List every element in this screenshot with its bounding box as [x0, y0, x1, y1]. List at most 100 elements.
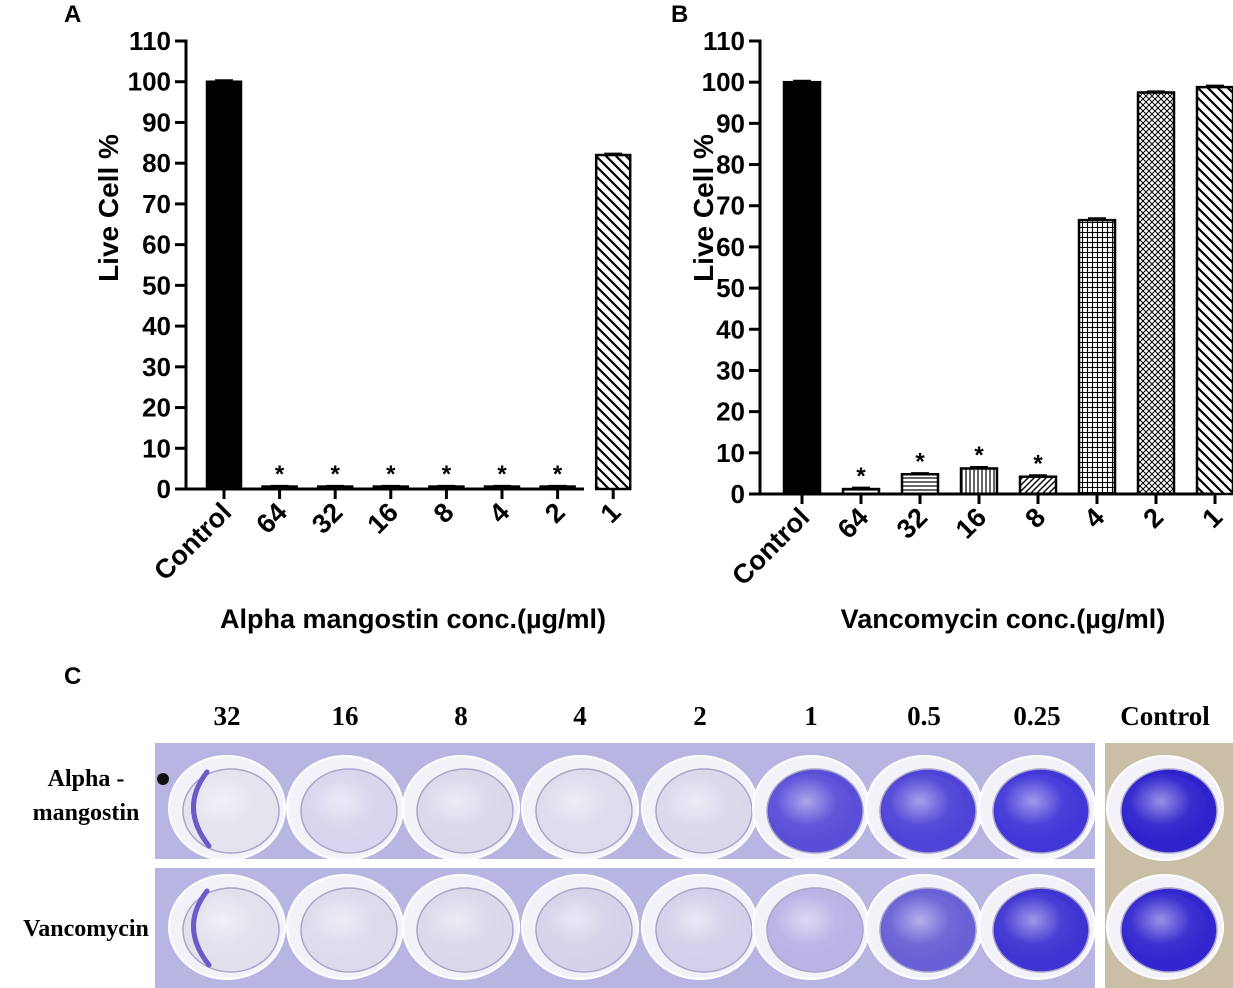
x-tick-label: 4	[483, 497, 515, 529]
concentration-label: 4	[573, 701, 587, 731]
x-tick-label: 8	[1019, 502, 1051, 534]
significance-marker: *	[856, 463, 866, 490]
panel-a-ylabel: Live Cell %	[93, 134, 124, 282]
plate-well	[168, 874, 286, 980]
x-tick-label: 2	[1137, 502, 1169, 534]
panel-b-xlabel: Vancomycin conc.(µg/ml)	[841, 604, 1166, 634]
plate-well	[641, 874, 759, 980]
concentration-label: 1	[804, 701, 818, 731]
bar-1	[1195, 85, 1233, 496]
y-tick-label: 40	[716, 314, 745, 344]
row-label: Alpha -	[48, 766, 125, 792]
concentration-label: 16	[332, 701, 359, 731]
panel-c-control-label: Control	[1120, 701, 1210, 731]
panel-b-ylabel: Live Cell %	[688, 134, 719, 282]
photo-divider	[1095, 743, 1105, 988]
panel-a-x-ticks: Control 64 32 16 8 4 2 1	[148, 489, 626, 586]
y-tick-label: 30	[716, 355, 745, 385]
significance-marker: *	[386, 461, 396, 488]
y-tick-label: 100	[702, 67, 745, 97]
panel-b-chart: B Live Cell % 0102030405060708090100110 …	[671, 1, 1233, 634]
y-tick-label: 0	[731, 479, 745, 509]
x-tick-label: 8	[428, 497, 460, 529]
panel-c-label: C	[64, 663, 81, 690]
plate-well	[978, 874, 1096, 980]
x-tick-label: 2	[539, 497, 571, 529]
x-tick-label: 64	[250, 497, 292, 539]
plate-well	[168, 755, 286, 861]
panel-c-plate	[155, 743, 1233, 988]
significance-marker: *	[974, 442, 984, 469]
bar-Control	[782, 80, 822, 496]
panel-b-x-ticks: Control 64 32 16 8 4 2 1	[726, 494, 1228, 591]
x-tick-label: 32	[306, 497, 348, 539]
bar-32	[900, 472, 940, 496]
plate-well	[865, 874, 983, 980]
y-tick-label: 40	[142, 311, 171, 341]
y-tick-label: 50	[716, 273, 745, 303]
y-tick-label: 20	[142, 393, 171, 423]
bar-8	[1018, 475, 1058, 496]
x-tick-label: 64	[832, 502, 874, 544]
x-tick-label: 1	[1196, 502, 1228, 534]
panel-a-y-ticks: 0 10 20 30 40 50 60 70 80 90 100 110	[128, 26, 186, 504]
x-tick-label: 4	[1078, 502, 1110, 534]
panel-a-chart: A Live Cell % 0102030405060708090100110 …	[64, 1, 632, 634]
y-tick-label: 100	[128, 67, 171, 97]
panel-c-concentration-labels: 32 16 8 4 2 1 0.5 0.25	[214, 701, 1061, 731]
bar-1	[594, 153, 632, 491]
plate-well	[286, 874, 404, 980]
y-tick-label: 80	[716, 150, 745, 180]
x-tick-label: Control	[726, 502, 815, 591]
panel-b-bars: * * * *	[782, 79, 1233, 496]
y-tick-label: 80	[142, 148, 171, 178]
panel-c-plate-photo: C 32 16 8 4 2 1 0.5 0.25 Control Alpha - mangost…	[23, 663, 1233, 988]
significance-marker: *	[553, 461, 563, 488]
panel-b-y-ticks: 0 10 20 30 40 50 60 70 80 90 100 110	[702, 26, 760, 509]
y-tick-label: 70	[142, 189, 171, 219]
plate-well	[521, 755, 639, 861]
panel-c-row-labels: Alpha - mangostin Vancomycin	[23, 766, 149, 942]
bar-2	[1136, 91, 1176, 496]
panel-a-xlabel: Alpha mangostin conc.(µg/ml)	[220, 604, 606, 634]
bar-16	[959, 467, 999, 496]
plate-well	[1106, 755, 1224, 861]
plate-well	[521, 874, 639, 980]
y-tick-label: 60	[716, 232, 745, 262]
plate-well	[286, 755, 404, 861]
y-tick-label: 70	[716, 191, 745, 221]
x-tick-label: Control	[148, 497, 237, 586]
row-label: Vancomycin	[23, 916, 149, 942]
y-tick-label: 50	[142, 270, 171, 300]
concentration-label: 32	[214, 701, 241, 731]
concentration-label: 2	[693, 701, 707, 731]
y-tick-label: 30	[142, 352, 171, 382]
x-tick-label: 1	[595, 497, 627, 529]
y-tick-label: 110	[703, 26, 745, 56]
plate-well	[402, 874, 520, 980]
plate-well	[978, 755, 1096, 861]
x-tick-label: 16	[950, 502, 992, 544]
y-tick-label: 90	[716, 108, 745, 138]
significance-marker: *	[1033, 450, 1043, 477]
plate-well	[865, 755, 983, 861]
panel-b-label: B	[671, 1, 688, 28]
x-tick-label: 16	[362, 497, 404, 539]
plate-marker-dot	[157, 773, 169, 785]
significance-marker: *	[275, 461, 285, 488]
y-tick-label: 10	[716, 438, 745, 468]
plate-well	[752, 874, 870, 980]
plate-well	[402, 755, 520, 861]
y-tick-label: 20	[716, 397, 745, 427]
y-tick-label: 60	[142, 230, 171, 260]
plate-well	[1106, 874, 1224, 980]
row-label: mangostin	[33, 800, 140, 826]
y-tick-label: 110	[129, 26, 171, 56]
concentration-label: 0.25	[1013, 701, 1060, 731]
concentration-label: 8	[454, 701, 468, 731]
panel-a-label: A	[64, 1, 81, 28]
y-tick-label: 0	[157, 474, 171, 504]
significance-marker: *	[497, 461, 507, 488]
y-tick-label: 90	[142, 107, 171, 137]
